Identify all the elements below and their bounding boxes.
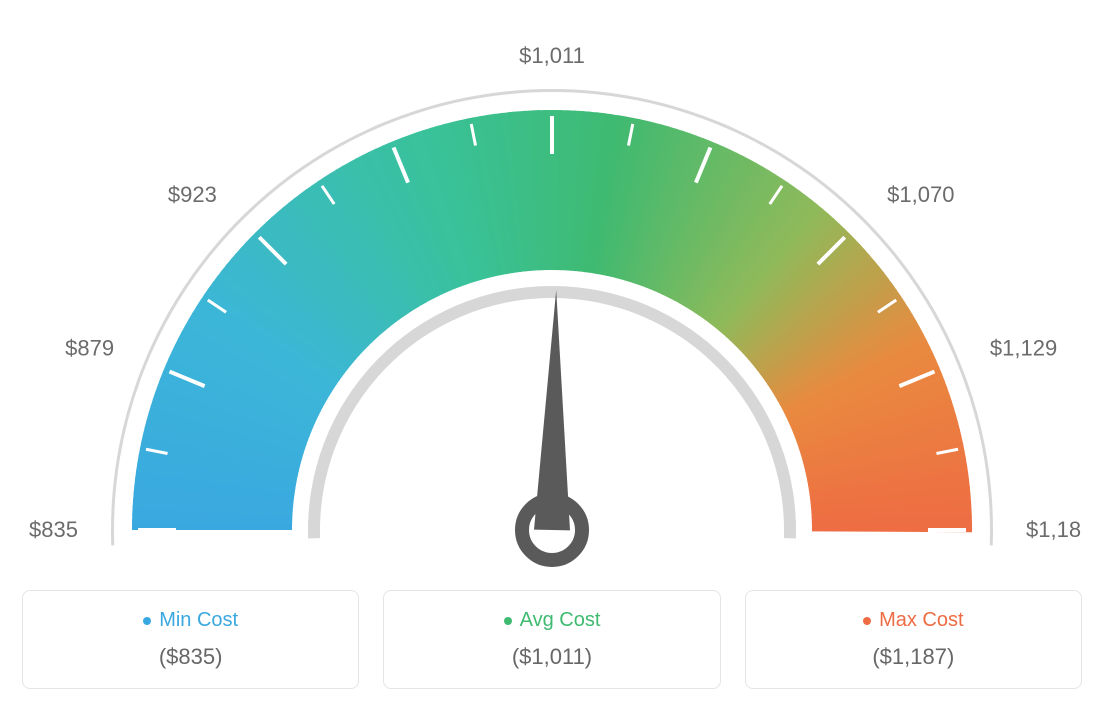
gauge-svg: $835 $879 $923 $1,011 $1,070 $1,129 $1,187	[22, 20, 1082, 580]
legend-title-min: Min Cost	[143, 609, 238, 632]
legend-row: Min Cost ($835) Avg Cost ($1,011) Max Co…	[22, 590, 1082, 689]
legend-card-max: Max Cost ($1,187)	[745, 590, 1082, 689]
svg-text:$1,187: $1,187	[1026, 517, 1082, 542]
legend-title-max: Max Cost	[863, 609, 963, 632]
svg-text:$1,129: $1,129	[990, 336, 1057, 361]
legend-value: ($835)	[43, 644, 338, 670]
dot-icon	[504, 617, 512, 625]
dot-icon	[143, 617, 151, 625]
svg-text:$879: $879	[65, 336, 114, 361]
legend-value: ($1,187)	[766, 644, 1061, 670]
svg-text:$1,070: $1,070	[887, 182, 954, 207]
dot-icon	[863, 617, 871, 625]
legend-value: ($1,011)	[404, 644, 699, 670]
svg-text:$835: $835	[29, 517, 78, 542]
legend-label: Min Cost	[159, 609, 238, 632]
legend-card-min: Min Cost ($835)	[22, 590, 359, 689]
legend-title-avg: Avg Cost	[504, 609, 601, 632]
legend-label: Max Cost	[879, 609, 963, 632]
svg-text:$1,011: $1,011	[519, 43, 585, 68]
cost-gauge-chart: $835 $879 $923 $1,011 $1,070 $1,129 $1,187	[22, 20, 1082, 580]
legend-card-avg: Avg Cost ($1,011)	[383, 590, 720, 689]
svg-text:$923: $923	[168, 182, 217, 207]
legend-label: Avg Cost	[520, 609, 601, 632]
